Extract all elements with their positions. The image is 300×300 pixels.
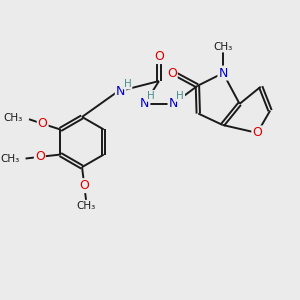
- Text: N: N: [169, 97, 178, 110]
- Text: CH₃: CH₃: [76, 201, 96, 211]
- Text: CH₃: CH₃: [0, 154, 19, 164]
- Text: N: N: [218, 67, 228, 80]
- Text: H: H: [124, 79, 131, 88]
- Text: O: O: [80, 179, 89, 192]
- Text: N: N: [140, 97, 149, 110]
- Text: H: H: [147, 91, 155, 101]
- Text: O: O: [38, 117, 48, 130]
- Text: CH₃: CH₃: [213, 42, 233, 52]
- Text: N: N: [116, 85, 125, 98]
- Text: O: O: [35, 150, 45, 163]
- Text: O: O: [167, 67, 177, 80]
- Text: O: O: [252, 126, 262, 140]
- Text: O: O: [154, 50, 164, 63]
- Text: CH₃: CH₃: [4, 113, 23, 123]
- Text: H: H: [176, 91, 184, 101]
